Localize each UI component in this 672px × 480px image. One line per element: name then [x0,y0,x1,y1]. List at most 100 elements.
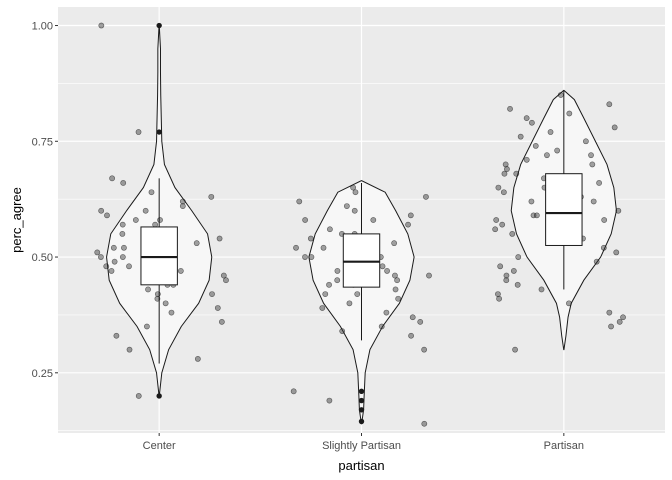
data-point [383,309,390,316]
data-point [544,152,550,159]
data-point [547,129,554,135]
outlier-point [358,388,365,395]
data-point [601,217,608,223]
data-point [512,346,518,353]
data-point [408,332,414,339]
data-point [493,217,500,223]
data-point [593,258,600,265]
data-point [293,244,299,251]
data-point [194,356,201,362]
data-point [307,235,314,242]
data-point [108,268,115,274]
data-point [495,291,501,297]
data-point [503,272,510,279]
x-tick-label: Slightly Partisan [322,440,401,452]
outlier-point [358,407,365,413]
data-point [417,318,424,325]
data-point [426,272,432,279]
data-point [528,198,535,205]
data-point [514,281,521,288]
data-point [500,189,507,196]
data-point [509,230,516,237]
data-point [302,217,309,223]
data-point [596,180,602,186]
data-point [326,397,333,404]
data-point [320,244,327,251]
data-point [523,156,530,163]
data-point [193,240,200,247]
data-point [554,147,561,154]
data-point [145,286,151,293]
data-point [104,212,110,219]
data-point [319,305,326,311]
y-tick-label: 0.25 [32,368,53,380]
data-point [392,286,399,293]
data-point [533,212,540,219]
data-point [421,346,428,353]
data-point [308,254,315,260]
data-point [94,249,101,256]
data-point [394,277,401,284]
data-point [392,272,398,279]
data-point [370,217,377,223]
data-point [339,328,346,335]
data-point [290,388,297,395]
data-point [110,244,117,251]
outlier-point [156,393,162,399]
data-point [322,291,329,297]
data-point [606,309,613,316]
data-point [352,189,359,196]
data-point [496,295,502,302]
data-point [208,193,215,200]
data-point [135,129,142,135]
data-point [589,161,596,168]
data-point [566,110,573,117]
data-point [351,207,358,214]
data-point [162,300,169,307]
data-point [121,244,127,251]
data-point [503,277,510,284]
data-point [135,393,142,399]
data-point [378,323,385,330]
data-point [379,263,386,270]
data-point [501,170,508,177]
data-point [391,240,398,247]
data-point [302,254,308,260]
data-point [354,291,361,297]
data-point [497,263,504,270]
data-point [517,133,524,140]
box-iqr [342,233,381,288]
data-point [177,268,184,274]
data-point [407,212,414,219]
data-point [421,420,428,427]
y-axis-ticks: 0.25 0.50 0.75 1.00 [32,21,58,380]
data-point [132,217,139,223]
data-point [384,268,390,274]
data-point [109,175,116,182]
data-point [529,119,535,126]
data-point [334,277,341,284]
data-point [492,226,499,233]
data-point [179,198,186,205]
data-point [326,226,333,233]
data-point [613,249,620,256]
data-point [611,124,618,131]
data-point [209,291,215,297]
x-axis-ticks: Center Slightly Partisan Partisan [143,433,584,452]
data-point [119,254,126,260]
data-point [119,230,126,237]
data-point [615,207,622,214]
data-point [515,254,522,260]
data-point [346,300,353,307]
data-point [608,323,614,330]
data-point [557,92,564,98]
data-point [409,314,416,321]
data-point [142,207,149,214]
y-tick-label: 0.50 [32,252,53,264]
data-point [538,286,545,293]
x-axis-title: partisan [338,458,384,473]
boxplots [140,22,583,425]
data-point [220,272,227,279]
data-point [523,115,530,122]
data-point [334,268,341,274]
